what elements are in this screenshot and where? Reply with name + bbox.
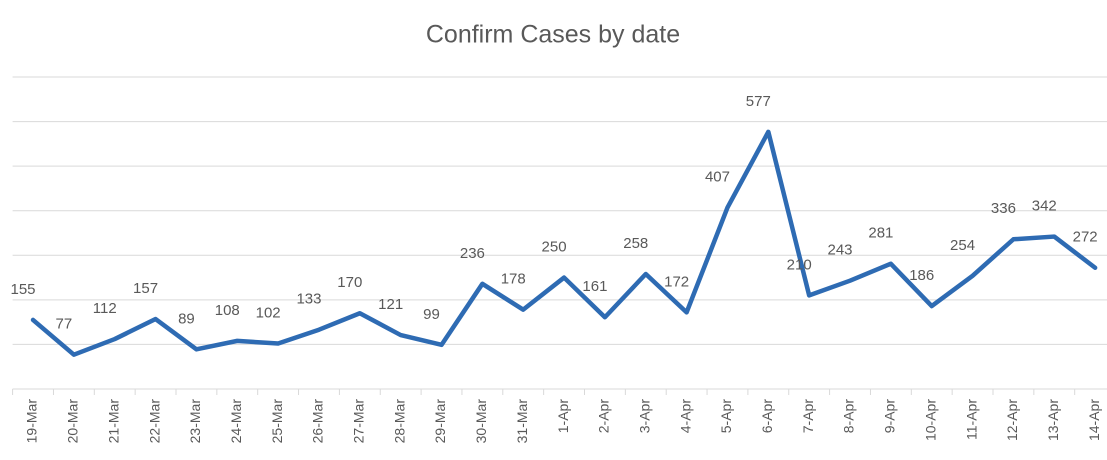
x-tick-label: 14-Apr (1086, 399, 1102, 441)
data-label: 254 (950, 237, 975, 254)
x-tick-label: 10-Apr (922, 399, 938, 441)
x-tick-label: 9-Apr (882, 399, 898, 434)
line (30, 129, 1098, 357)
x-tick-label: 1-Apr (555, 399, 571, 434)
data-label: 121 (378, 296, 403, 313)
data-label: 243 (828, 242, 853, 259)
x-tick-label: 11-Apr (963, 399, 979, 440)
x-tick-label: 3-Apr (636, 399, 652, 434)
x-tick-label: 30-Mar (473, 399, 489, 444)
data-label: 342 (1032, 198, 1057, 215)
x-tick-label: 19-Mar (24, 399, 40, 444)
x-tick-label: 23-Mar (187, 399, 203, 444)
data-label: 172 (664, 273, 689, 290)
data-label: 99 (423, 306, 440, 323)
data-label: 178 (501, 271, 526, 288)
x-tick-label: 21-Mar (105, 399, 121, 444)
x-tick-label: 7-Apr (800, 399, 816, 434)
data-label: 281 (868, 225, 893, 242)
x-tick-label: 6-Apr (759, 399, 775, 434)
x-tick-label: 29-Mar (432, 399, 448, 444)
x-tick-label: 24-Mar (228, 399, 244, 444)
x-tick-label: 8-Apr (841, 399, 857, 434)
data-label: 155 (11, 281, 36, 298)
x-tick-label: 28-Mar (391, 399, 407, 444)
data-label: 272 (1073, 229, 1098, 246)
data-label: 336 (991, 200, 1016, 217)
data-label: 102 (256, 305, 281, 322)
x-tick-label: 20-Mar (65, 399, 81, 444)
data-label: 210 (787, 256, 812, 273)
data-label: 133 (296, 291, 321, 308)
data-label: 112 (93, 300, 117, 317)
data-label: 89 (178, 310, 195, 327)
chart-title: Confirm Cases by date (426, 21, 680, 49)
data-label: 77 (56, 316, 73, 333)
x-tick-label: 27-Mar (351, 399, 367, 444)
data-label: 157 (133, 280, 158, 297)
x-tick-label: 2-Apr (596, 399, 612, 434)
x-tick-label: 4-Apr (677, 399, 693, 434)
data-label: 186 (909, 267, 934, 284)
x-tick-label: 31-Mar (514, 399, 530, 444)
x-tick-label: 22-Mar (146, 399, 162, 444)
x-tick-label: 26-Mar (310, 399, 326, 444)
data-label: 170 (337, 274, 362, 291)
data-label: 407 (705, 169, 730, 186)
x-tick-label: 5-Apr (718, 399, 734, 434)
data-label: 161 (582, 278, 607, 295)
x-tick-label: 25-Mar (269, 399, 285, 444)
data-label: 250 (542, 239, 567, 256)
x-tick-label: 12-Apr (1004, 399, 1020, 441)
data-label: 577 (746, 93, 771, 110)
data-label: 258 (623, 235, 648, 252)
data-label: 236 (460, 245, 485, 262)
data-label: 108 (215, 302, 240, 319)
x-tick-label: 13-Apr (1045, 399, 1061, 441)
